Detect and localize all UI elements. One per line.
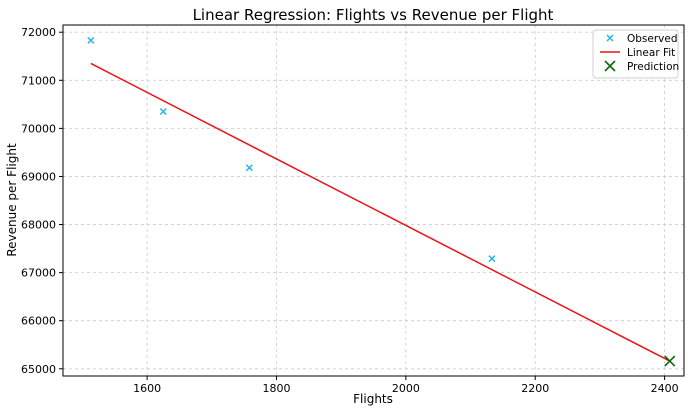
y-axis-label: Revenue per Flight — [5, 143, 19, 257]
y-tick-label: 68000 — [21, 219, 56, 232]
y-tick-label: 69000 — [21, 170, 56, 183]
observed-point — [87, 36, 95, 44]
axis-ticks: 1600 1800 2000 2200 2400 65000 66000 67000 68000… — [21, 26, 679, 395]
y-tick-label: 65000 — [21, 363, 56, 376]
legend-observed-marker — [606, 34, 614, 42]
plot-frame — [62, 24, 685, 377]
y-tick-label: 70000 — [21, 122, 56, 135]
y-tick-label: 71000 — [21, 74, 56, 87]
observed-point — [159, 108, 167, 116]
x-tick-label: 1800 — [262, 382, 290, 395]
legend-label: Observed — [627, 33, 678, 45]
y-tick-label: 72000 — [21, 26, 56, 39]
observed-point — [488, 255, 496, 263]
legend-item: Prediction — [604, 60, 679, 73]
chart-title: Linear Regression: Flights vs Revenue pe… — [193, 6, 554, 24]
y-tick-label: 67000 — [21, 267, 56, 280]
x-tick-label: 1600 — [133, 382, 161, 395]
legend: Observed Linear Fit Prediction — [592, 29, 679, 79]
x-tick-label: 2000 — [392, 382, 420, 395]
x-axis-label: Flights — [353, 392, 393, 406]
legend-box — [592, 29, 679, 79]
legend-item: Linear Fit — [600, 47, 675, 59]
legend-label: Prediction — [627, 61, 679, 73]
legend-label: Linear Fit — [627, 47, 675, 59]
x-tick-label: 2400 — [651, 382, 679, 395]
grid — [63, 25, 684, 376]
legend-item: Observed — [606, 33, 678, 45]
legend-prediction-marker — [604, 60, 616, 72]
observed-point — [245, 164, 253, 172]
linear-fit-line — [90, 62, 671, 362]
x-tick-label: 2200 — [521, 382, 549, 395]
series-layer — [87, 36, 676, 367]
prediction-point — [664, 355, 676, 367]
y-tick-label: 66000 — [21, 315, 56, 328]
